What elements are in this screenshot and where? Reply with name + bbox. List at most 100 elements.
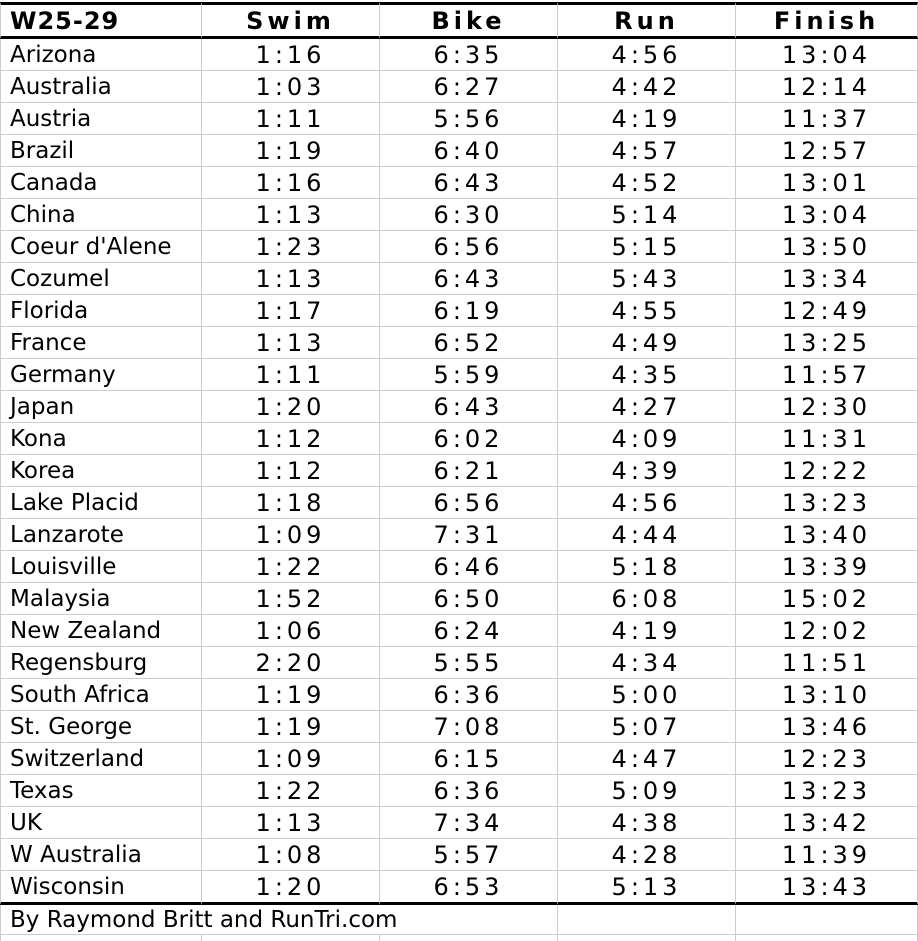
swim-time-cell[interactable]: 1:13 xyxy=(202,327,380,359)
race-name-cell[interactable]: Japan xyxy=(0,391,202,423)
credit-text[interactable]: By Raymond Britt and RunTri.com xyxy=(0,905,558,935)
swim-time-cell[interactable]: 1:11 xyxy=(202,103,380,135)
finish-time-cell[interactable]: 12:02 xyxy=(736,615,918,647)
finish-time-cell[interactable]: 15:02 xyxy=(736,583,918,615)
finish-time-cell[interactable]: 13:04 xyxy=(736,39,918,71)
swim-time-cell[interactable]: 1:13 xyxy=(202,199,380,231)
finish-time-cell[interactable]: 11:57 xyxy=(736,359,918,391)
col-header-bike[interactable]: Bike xyxy=(380,2,558,39)
run-time-cell[interactable]: 6:08 xyxy=(558,583,736,615)
race-name-cell[interactable]: W Australia xyxy=(0,839,202,871)
run-time-cell[interactable]: 4:55 xyxy=(558,295,736,327)
finish-time-cell[interactable]: 11:39 xyxy=(736,839,918,871)
age-group-header[interactable]: W25-29 xyxy=(0,2,202,39)
race-name-cell[interactable]: Korea xyxy=(0,455,202,487)
finish-time-cell[interactable]: 13:04 xyxy=(736,199,918,231)
swim-time-cell[interactable]: 1:23 xyxy=(202,231,380,263)
bike-time-cell[interactable]: 6:30 xyxy=(380,199,558,231)
run-time-cell[interactable]: 5:14 xyxy=(558,199,736,231)
run-time-cell[interactable]: 4:19 xyxy=(558,615,736,647)
finish-time-cell[interactable]: 12:23 xyxy=(736,743,918,775)
finish-time-cell[interactable]: 13:43 xyxy=(736,871,918,905)
race-name-cell[interactable]: Australia xyxy=(0,71,202,103)
race-name-cell[interactable]: Regensburg xyxy=(0,647,202,679)
finish-time-cell[interactable]: 12:30 xyxy=(736,391,918,423)
bike-time-cell[interactable]: 6:02 xyxy=(380,423,558,455)
run-time-cell[interactable]: 5:00 xyxy=(558,679,736,711)
swim-time-cell[interactable]: 1:52 xyxy=(202,583,380,615)
race-name-cell[interactable]: Germany xyxy=(0,359,202,391)
finish-time-cell[interactable]: 13:01 xyxy=(736,167,918,199)
race-name-cell[interactable]: New Zealand xyxy=(0,615,202,647)
bike-time-cell[interactable]: 6:53 xyxy=(380,871,558,905)
bike-time-cell[interactable]: 6:43 xyxy=(380,391,558,423)
swim-time-cell[interactable]: 1:17 xyxy=(202,295,380,327)
col-header-run[interactable]: Run xyxy=(558,2,736,39)
run-time-cell[interactable]: 4:35 xyxy=(558,359,736,391)
bike-time-cell[interactable]: 6:52 xyxy=(380,327,558,359)
run-time-cell[interactable]: 5:07 xyxy=(558,711,736,743)
run-time-cell[interactable]: 4:42 xyxy=(558,71,736,103)
run-time-cell[interactable]: 4:56 xyxy=(558,487,736,519)
bike-time-cell[interactable]: 6:24 xyxy=(380,615,558,647)
race-name-cell[interactable]: UK xyxy=(0,807,202,839)
swim-time-cell[interactable]: 1:11 xyxy=(202,359,380,391)
bike-time-cell[interactable]: 5:55 xyxy=(380,647,558,679)
run-time-cell[interactable]: 5:43 xyxy=(558,263,736,295)
swim-time-cell[interactable]: 1:08 xyxy=(202,839,380,871)
finish-time-cell[interactable]: 13:23 xyxy=(736,775,918,807)
bike-time-cell[interactable]: 6:36 xyxy=(380,775,558,807)
finish-time-cell[interactable]: 11:31 xyxy=(736,423,918,455)
bike-time-cell[interactable]: 5:59 xyxy=(380,359,558,391)
swim-time-cell[interactable]: 1:19 xyxy=(202,711,380,743)
swim-time-cell[interactable]: 1:03 xyxy=(202,71,380,103)
finish-time-cell[interactable]: 11:51 xyxy=(736,647,918,679)
race-name-cell[interactable]: Cozumel xyxy=(0,263,202,295)
empty-cell[interactable] xyxy=(558,905,736,935)
bike-time-cell[interactable]: 5:56 xyxy=(380,103,558,135)
run-time-cell[interactable]: 4:19 xyxy=(558,103,736,135)
race-name-cell[interactable]: Kona xyxy=(0,423,202,455)
run-time-cell[interactable]: 4:56 xyxy=(558,39,736,71)
run-time-cell[interactable]: 5:18 xyxy=(558,551,736,583)
swim-time-cell[interactable]: 1:13 xyxy=(202,807,380,839)
race-name-cell[interactable]: China xyxy=(0,199,202,231)
bike-time-cell[interactable]: 7:31 xyxy=(380,519,558,551)
swim-time-cell[interactable]: 1:20 xyxy=(202,391,380,423)
bike-time-cell[interactable]: 6:36 xyxy=(380,679,558,711)
bike-time-cell[interactable]: 6:35 xyxy=(380,39,558,71)
finish-time-cell[interactable]: 12:22 xyxy=(736,455,918,487)
bike-time-cell[interactable]: 6:43 xyxy=(380,263,558,295)
finish-time-cell[interactable]: 11:37 xyxy=(736,103,918,135)
swim-time-cell[interactable]: 1:16 xyxy=(202,39,380,71)
run-time-cell[interactable]: 4:28 xyxy=(558,839,736,871)
bike-time-cell[interactable]: 6:40 xyxy=(380,135,558,167)
finish-time-cell[interactable]: 13:42 xyxy=(736,807,918,839)
swim-time-cell[interactable]: 1:12 xyxy=(202,423,380,455)
swim-time-cell[interactable]: 1:22 xyxy=(202,551,380,583)
finish-time-cell[interactable]: 12:57 xyxy=(736,135,918,167)
race-name-cell[interactable]: South Africa xyxy=(0,679,202,711)
run-time-cell[interactable]: 4:38 xyxy=(558,807,736,839)
race-name-cell[interactable]: Texas xyxy=(0,775,202,807)
finish-time-cell[interactable]: 13:23 xyxy=(736,487,918,519)
race-name-cell[interactable]: Lake Placid xyxy=(0,487,202,519)
race-name-cell[interactable]: Coeur d'Alene xyxy=(0,231,202,263)
finish-time-cell[interactable]: 13:10 xyxy=(736,679,918,711)
race-name-cell[interactable]: Louisville xyxy=(0,551,202,583)
run-time-cell[interactable]: 4:47 xyxy=(558,743,736,775)
run-time-cell[interactable]: 4:39 xyxy=(558,455,736,487)
bike-time-cell[interactable]: 6:56 xyxy=(380,231,558,263)
race-name-cell[interactable]: Wisconsin xyxy=(0,871,202,905)
run-time-cell[interactable]: 4:44 xyxy=(558,519,736,551)
swim-time-cell[interactable]: 1:19 xyxy=(202,135,380,167)
finish-time-cell[interactable]: 13:39 xyxy=(736,551,918,583)
race-name-cell[interactable]: Canada xyxy=(0,167,202,199)
swim-time-cell[interactable]: 2:20 xyxy=(202,647,380,679)
col-header-swim[interactable]: Swim xyxy=(202,2,380,39)
run-time-cell[interactable]: 4:09 xyxy=(558,423,736,455)
finish-time-cell[interactable]: 13:34 xyxy=(736,263,918,295)
bike-time-cell[interactable]: 6:21 xyxy=(380,455,558,487)
bike-time-cell[interactable]: 6:19 xyxy=(380,295,558,327)
race-name-cell[interactable]: Florida xyxy=(0,295,202,327)
